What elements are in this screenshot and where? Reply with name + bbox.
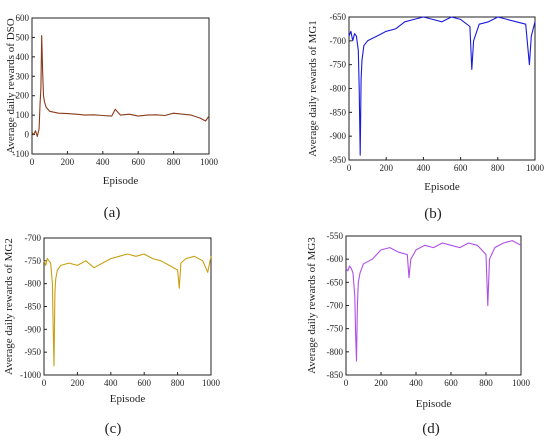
y-tick-label: -800 [25, 279, 42, 289]
y-tick-label: -100 [13, 149, 30, 159]
y-tick-label: -900 [330, 131, 347, 141]
y-tick-label: -850 [327, 370, 344, 380]
x-tick-label: 800 [167, 157, 181, 167]
y-tick-label: -850 [330, 107, 347, 117]
x-tick-label: 600 [454, 163, 468, 173]
y-tick-label: -750 [25, 256, 42, 266]
x-tick-label: 200 [379, 163, 393, 173]
y-tick-label: -800 [330, 84, 347, 94]
x-tick-label: 600 [137, 378, 151, 388]
panel-label: (c) [105, 421, 122, 437]
x-axis-title: Episode [110, 393, 146, 405]
x-tick-label: 1000 [200, 157, 219, 167]
plot-frame [31, 17, 210, 155]
panel-label: (a) [104, 205, 121, 221]
x-tick-label: 1000 [202, 378, 221, 388]
x-tick-label: 400 [409, 378, 423, 388]
x-tick-label: 1000 [526, 163, 545, 173]
chart-panel: 0 200 400 600 800 1000 -850 -800 -750 -700 -650 -60… [306, 231, 531, 437]
x-tick-label: 0 [30, 157, 35, 167]
y-tick-label: 100 [16, 110, 30, 120]
y-axis-title: Average daily rewards of MG3 [306, 237, 318, 374]
plot-frame [345, 235, 522, 376]
x-tick-label: 200 [71, 378, 85, 388]
x-tick-label: 600 [444, 378, 458, 388]
x-axis-title: Episode [424, 181, 460, 193]
y-tick-label: 400 [16, 52, 30, 62]
y-tick-label: 0 [25, 130, 30, 140]
y-axis-title: Average daily rewards of MG2 [3, 238, 15, 375]
y-axis-title: Average daily rewards of MG1 [307, 20, 319, 157]
y-tick-label: -750 [330, 60, 347, 70]
y-tick-label: -900 [25, 324, 42, 334]
series-line [348, 16, 536, 156]
y-tick-label: -550 [327, 231, 344, 241]
x-tick-label: 0 [347, 163, 352, 173]
x-axis-title: Episode [103, 175, 139, 187]
y-tick-label: 300 [16, 71, 30, 81]
x-tick-label: 200 [374, 378, 388, 388]
chart-panel: 0 200 400 600 800 1000 -1000 -950 -900 -850 -800 -7… [3, 233, 221, 437]
y-tick-label: -1000 [20, 370, 41, 380]
y-tick-label: -600 [327, 254, 344, 264]
y-tick-label: -650 [327, 277, 344, 287]
x-tick-label: 200 [61, 157, 75, 167]
chart-panel: 0 200 400 600 800 1000 -950 -900 -850 -800 -750 -70… [307, 12, 545, 222]
y-tick-label: -700 [25, 233, 42, 243]
series-line [345, 240, 522, 362]
x-tick-label: 1000 [512, 378, 531, 388]
series-line [31, 34, 210, 138]
x-tick-label: 0 [344, 378, 349, 388]
x-tick-label: 400 [417, 163, 431, 173]
y-tick-label: -950 [25, 347, 42, 357]
plot-frame [348, 16, 536, 161]
panel-label: (d) [422, 421, 440, 437]
panel-label: (b) [424, 206, 442, 222]
x-tick-label: 600 [131, 157, 145, 167]
y-axis-title: Average daily rewards of DSO [5, 18, 17, 153]
x-tick-label: 400 [104, 378, 118, 388]
y-tick-label: 500 [16, 32, 30, 42]
x-axis-title: Episode [416, 398, 452, 410]
y-tick-label: -700 [327, 301, 344, 311]
y-tick-label: -650 [330, 12, 347, 22]
y-tick-label: -950 [330, 155, 347, 165]
y-tick-label: -800 [327, 347, 344, 357]
x-tick-label: 800 [491, 163, 505, 173]
chart-panel: 0 200 400 600 800 1000-1000100200300400500600… [5, 13, 219, 221]
y-tick-label: 600 [16, 13, 30, 23]
x-tick-label: 0 [42, 378, 47, 388]
x-tick-label: 400 [96, 157, 110, 167]
y-tick-label: -750 [327, 324, 344, 334]
series-line [43, 253, 212, 367]
x-tick-label: 800 [171, 378, 185, 388]
y-tick-label: -700 [330, 36, 347, 46]
y-tick-label: 200 [16, 91, 30, 101]
x-tick-label: 800 [479, 378, 493, 388]
y-tick-label: -850 [25, 302, 42, 312]
